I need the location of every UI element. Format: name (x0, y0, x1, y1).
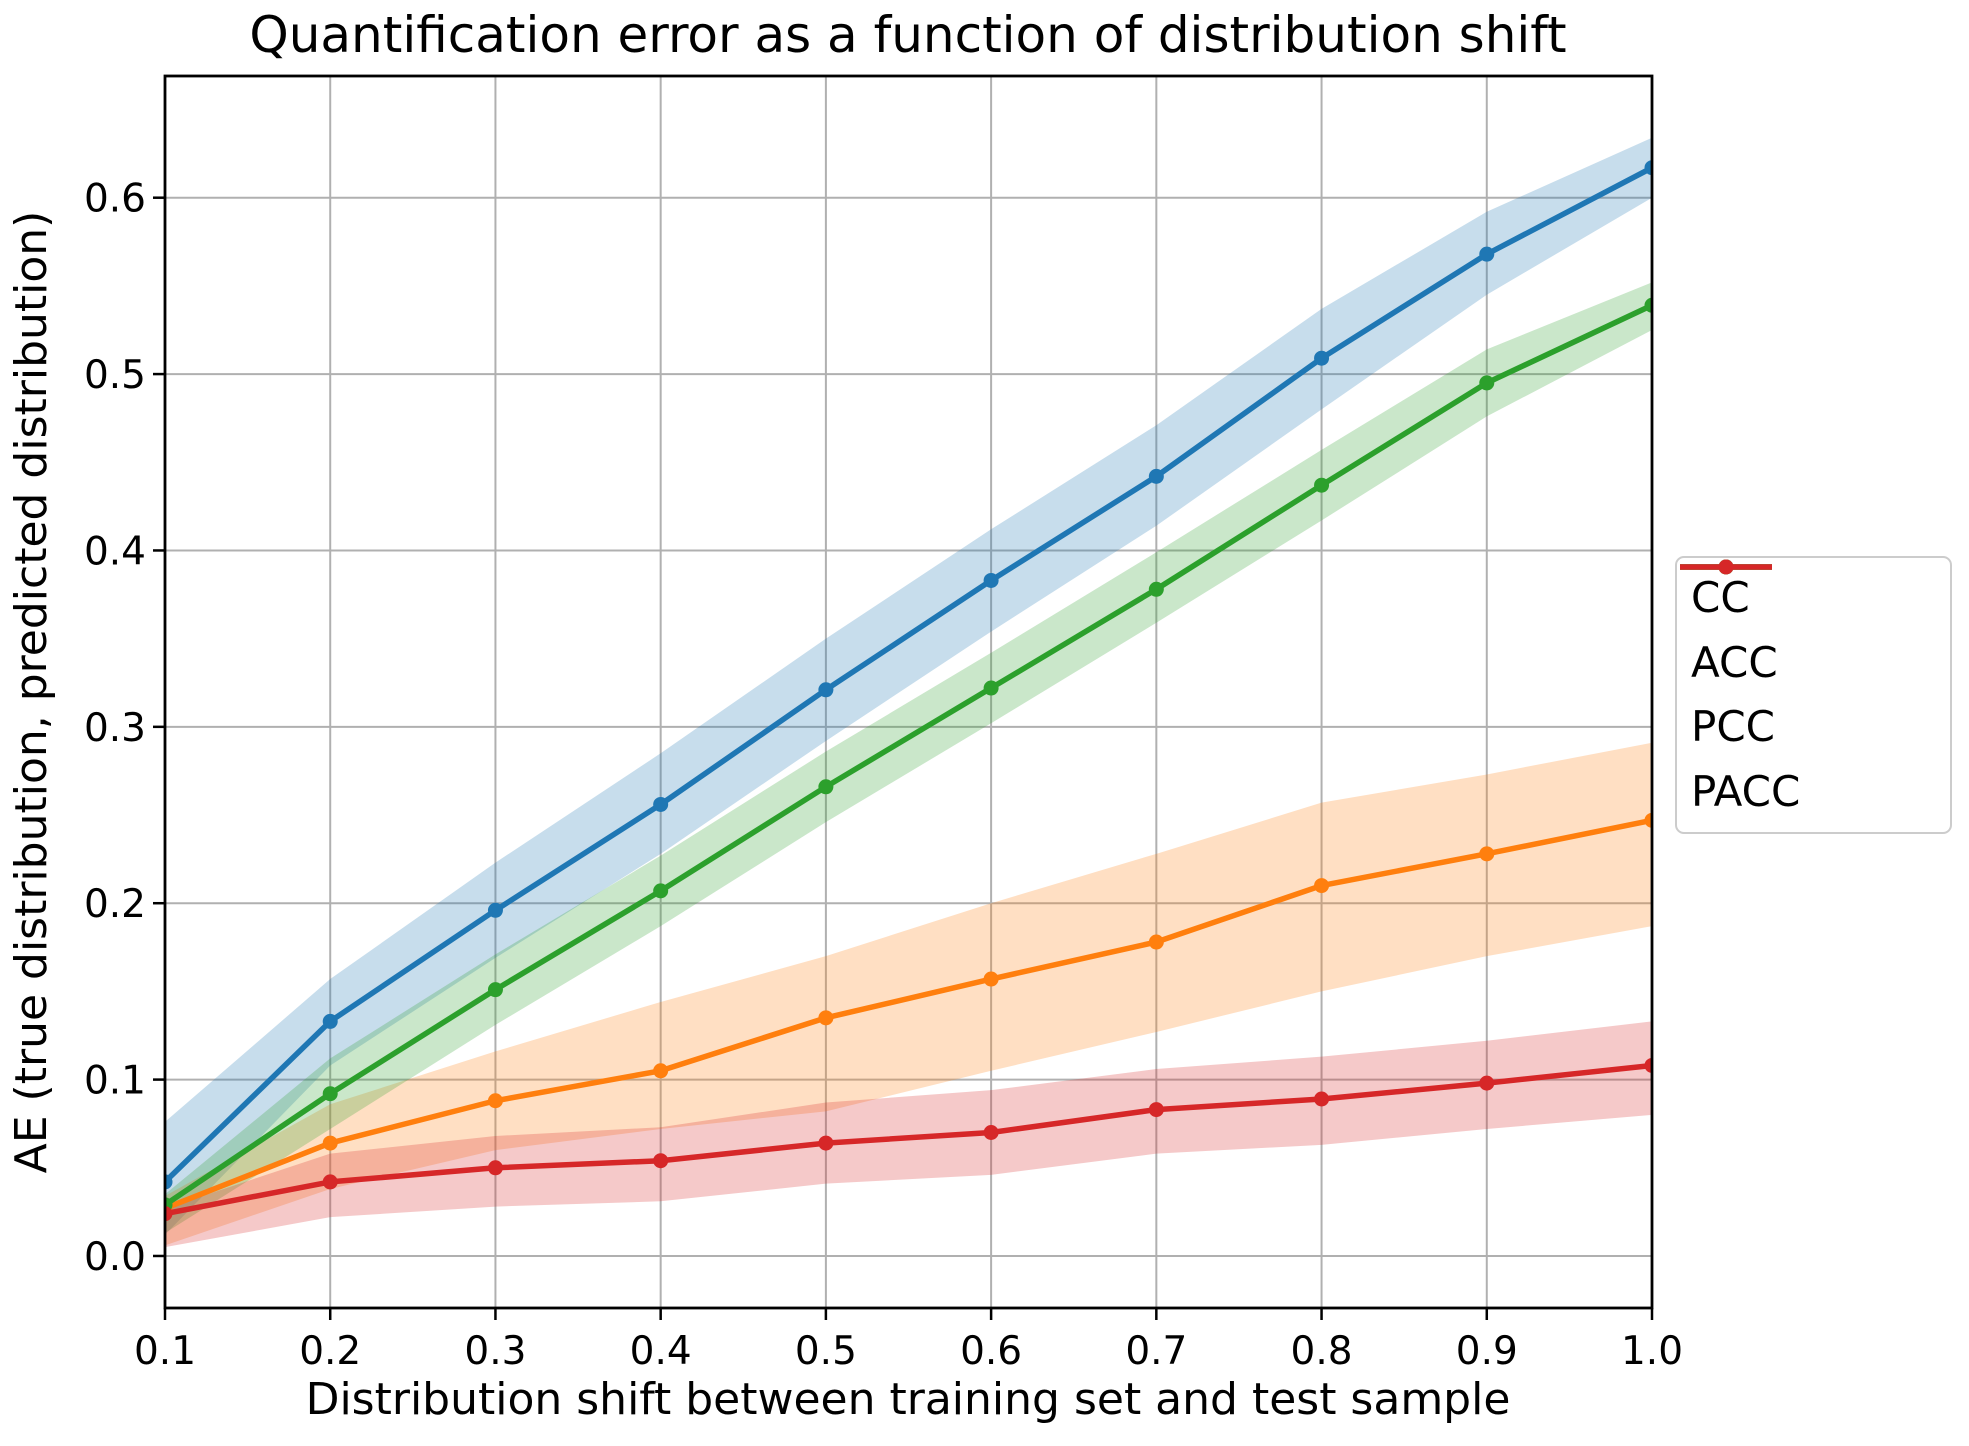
point-cc-0.9 (1479, 246, 1495, 262)
point-pacc-0.2 (322, 1174, 338, 1190)
line-pacc (165, 1062, 1652, 1217)
x-tick-label: 0.7 (1125, 1329, 1187, 1374)
x-tick-label: 0.8 (1291, 1329, 1353, 1374)
point-cc-0.5 (818, 682, 834, 698)
point-pacc-0.9 (1479, 1075, 1495, 1091)
point-cc-0.2 (322, 1013, 338, 1029)
point-cc-0.6 (983, 572, 999, 588)
point-acc-0.8 (1314, 878, 1330, 894)
point-cc-0.1 (165, 1174, 173, 1190)
point-pcc-0.7 (1148, 581, 1164, 597)
series-lines (165, 160, 1652, 1222)
point-acc-0.3 (487, 1093, 503, 1109)
point-cc-0.4 (653, 796, 669, 812)
point-pacc-0.6 (983, 1125, 999, 1141)
point-pacc-0.8 (1314, 1091, 1330, 1107)
legend-label-acc: ACC (1691, 637, 1778, 687)
point-pacc-0.7 (1148, 1102, 1164, 1118)
point-cc-0.3 (487, 902, 503, 918)
legend-label-pacc: PACC (1691, 766, 1801, 816)
x-tick-label: 0.2 (299, 1329, 361, 1374)
legend-label-cc: CC (1691, 573, 1750, 623)
line-cc (165, 164, 1652, 1185)
y-tick-label: 0.3 (84, 706, 146, 751)
legend-swatch-pacc-icon (1680, 559, 1772, 575)
point-cc-1 (1644, 160, 1652, 176)
x-tick-label: 0.4 (630, 1329, 692, 1374)
y-axis-label: AE (true distribution, predicted distrib… (6, 211, 57, 1174)
point-pcc-0.5 (818, 779, 834, 795)
point-pcc-0.6 (983, 680, 999, 696)
y-tick-label: 0.0 (84, 1235, 146, 1280)
point-acc-0.9 (1479, 846, 1495, 862)
plot-border (163, 74, 1654, 1310)
point-acc-1 (1644, 812, 1652, 828)
point-pacc-0.5 (818, 1135, 834, 1151)
point-pacc-0.1 (165, 1206, 173, 1222)
point-pacc-1 (1644, 1057, 1652, 1073)
band-pcc (165, 282, 1652, 1234)
point-acc-0.2 (322, 1135, 338, 1151)
x-tick-label: 0.9 (1456, 1329, 1518, 1374)
legend-item-pcc: PCC (1680, 559, 1950, 759)
y-tick-label: 0.4 (84, 529, 146, 574)
tick-layer: 0.1 0.2 0.3 0.4 0.5 0.6 0.7 0.8 0.9 1.0 0.0 0.1 0.2 0… (84, 177, 1683, 1374)
line-pcc (165, 302, 1652, 1208)
band-pacc (165, 1021, 1652, 1248)
y-tick-label: 0.5 (84, 353, 146, 398)
point-pcc-0.3 (487, 982, 503, 998)
line-acc (165, 817, 1652, 1212)
y-tick-label: 0.1 (84, 1059, 146, 1104)
legend-label-pcc: PCC (1691, 702, 1775, 752)
legend-item-acc: ACC (1680, 559, 1950, 695)
point-pcc-0.9 (1479, 375, 1495, 391)
point-pcc-0.8 (1314, 477, 1330, 493)
y-tick-label: 0.2 (84, 882, 146, 927)
band-acc (165, 742, 1652, 1246)
x-tick-label: 1.0 (1621, 1329, 1683, 1374)
point-cc-0.7 (1148, 468, 1164, 484)
x-tick-label: 0.6 (960, 1329, 1022, 1374)
x-tick-label: 0.1 (134, 1329, 196, 1374)
point-pacc-0.3 (487, 1160, 503, 1176)
point-pcc-0.2 (322, 1086, 338, 1102)
point-pacc-0.4 (653, 1153, 669, 1169)
band-cc (165, 137, 1652, 1235)
legend: CC ACC PCC PACC (1675, 556, 1952, 834)
point-cc-0.8 (1314, 350, 1330, 366)
point-acc-0.4 (653, 1063, 669, 1079)
x-tick-label: 0.3 (464, 1329, 526, 1374)
x-tick-label: 0.5 (795, 1329, 857, 1374)
legend-item-pacc: PACC (1680, 559, 1950, 824)
x-axis-label: Distribution shift between training set … (306, 1374, 1511, 1425)
point-acc-0.7 (1148, 934, 1164, 950)
point-acc-0.6 (983, 971, 999, 987)
chart-title: Quantification error as a function of di… (249, 6, 1566, 64)
point-pcc-0.4 (653, 883, 669, 899)
point-pcc-1 (1644, 297, 1652, 313)
confidence-bands (165, 137, 1652, 1248)
y-tick-label: 0.6 (84, 177, 146, 222)
point-acc-0.5 (818, 1010, 834, 1026)
